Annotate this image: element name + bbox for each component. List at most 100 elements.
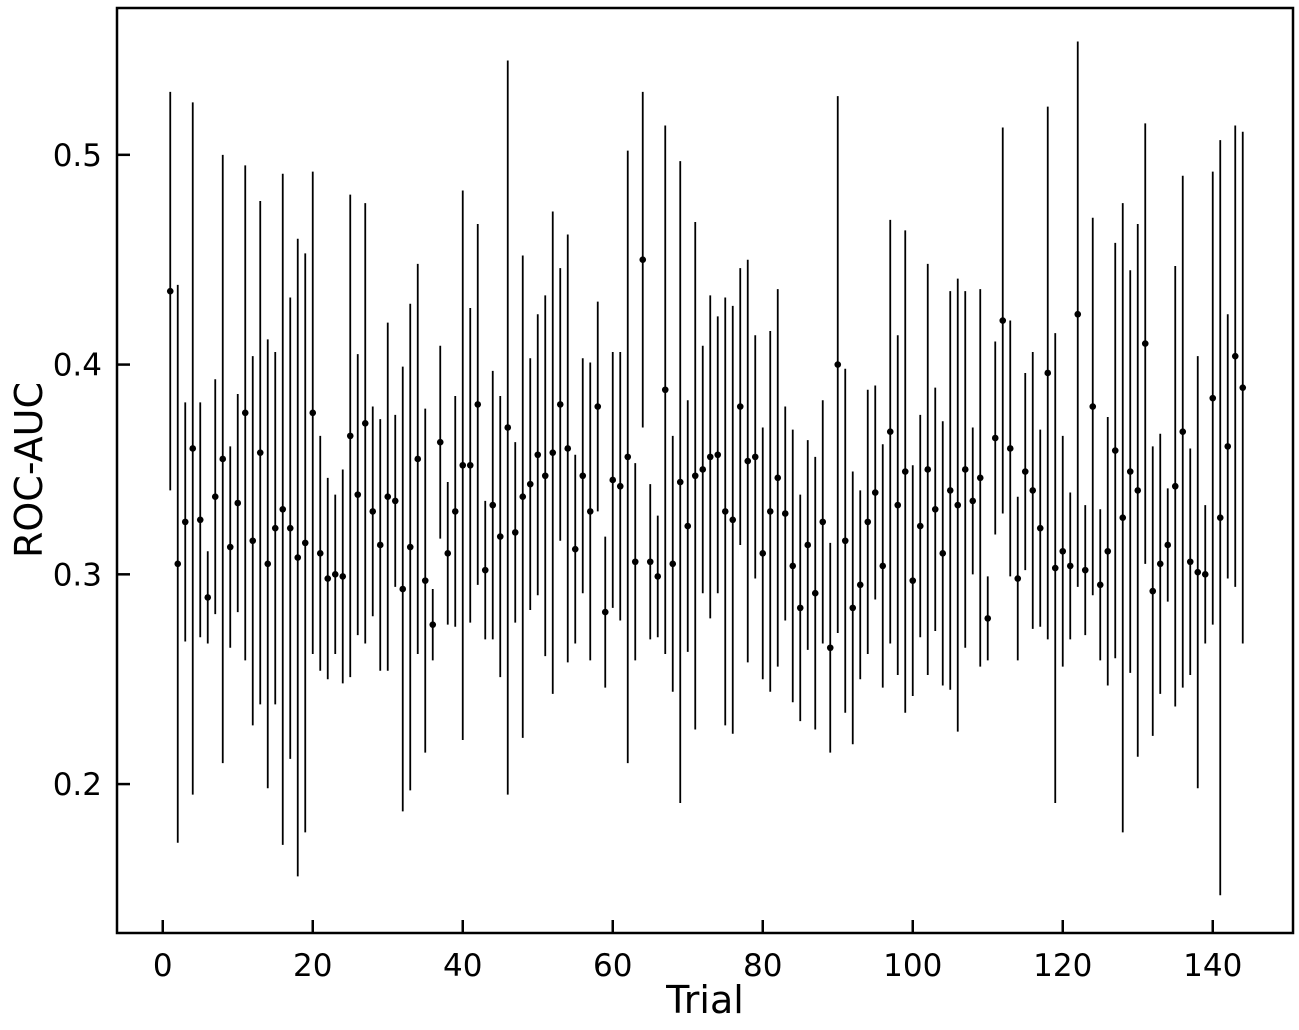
data-point bbox=[1111, 447, 1119, 454]
x-tick-label: 40 bbox=[443, 948, 482, 984]
data-point bbox=[781, 510, 789, 517]
data-point bbox=[759, 550, 767, 557]
data-point bbox=[429, 621, 437, 628]
data-point bbox=[361, 420, 369, 427]
data-point bbox=[436, 438, 444, 446]
data-point bbox=[556, 401, 564, 408]
data-point bbox=[1194, 568, 1202, 576]
y-tick-label: 0.4 bbox=[53, 348, 102, 384]
x-tick-label: 0 bbox=[153, 948, 173, 984]
data-point bbox=[789, 562, 797, 570]
data-point bbox=[999, 317, 1007, 324]
data-point bbox=[451, 508, 459, 515]
data-point bbox=[249, 537, 257, 545]
data-point bbox=[886, 428, 894, 435]
data-point bbox=[406, 543, 414, 551]
data-point bbox=[1104, 547, 1112, 555]
data-point bbox=[1239, 384, 1247, 391]
data-point bbox=[526, 480, 534, 488]
data-point bbox=[174, 560, 182, 568]
data-point bbox=[616, 482, 624, 490]
y-axis-title: ROC-AUC bbox=[7, 382, 51, 558]
data-point bbox=[1066, 562, 1074, 570]
data-point bbox=[909, 577, 917, 584]
data-point bbox=[1171, 482, 1179, 490]
data-point bbox=[946, 487, 954, 494]
data-point bbox=[504, 424, 512, 431]
data-point bbox=[316, 550, 324, 557]
data-point bbox=[354, 491, 362, 498]
x-tick-label: 60 bbox=[593, 948, 632, 984]
data-point bbox=[414, 455, 422, 463]
data-point bbox=[234, 499, 242, 507]
data-point bbox=[774, 474, 782, 482]
data-point bbox=[571, 545, 579, 553]
data-point bbox=[519, 493, 527, 501]
data-point bbox=[729, 516, 737, 524]
data-point bbox=[901, 468, 909, 475]
data-point bbox=[699, 466, 707, 473]
data-point bbox=[991, 434, 999, 442]
data-point bbox=[511, 529, 519, 536]
data-point bbox=[916, 522, 924, 530]
data-point bbox=[1014, 575, 1022, 582]
data-point bbox=[309, 409, 317, 417]
data-point bbox=[826, 644, 834, 652]
x-tick-label: 140 bbox=[1183, 948, 1242, 984]
data-point bbox=[211, 493, 219, 501]
data-point bbox=[984, 615, 992, 622]
data-point bbox=[969, 497, 977, 505]
data-point bbox=[324, 575, 332, 582]
data-point bbox=[676, 478, 684, 486]
data-point bbox=[339, 573, 347, 580]
data-point bbox=[961, 466, 969, 473]
data-point bbox=[1044, 369, 1052, 377]
y-tick-label: 0.2 bbox=[53, 767, 102, 803]
data-point bbox=[1156, 560, 1164, 568]
data-point bbox=[301, 539, 309, 547]
data-point bbox=[1164, 541, 1172, 549]
data-point bbox=[541, 472, 549, 480]
data-point bbox=[834, 361, 842, 368]
data-point bbox=[166, 287, 174, 295]
data-point bbox=[661, 386, 669, 394]
y-tick-label: 0.3 bbox=[53, 557, 102, 593]
data-point bbox=[279, 506, 287, 513]
data-point bbox=[1149, 587, 1157, 595]
data-point bbox=[609, 476, 617, 484]
y-tick-label: 0.5 bbox=[53, 138, 102, 174]
data-point bbox=[1036, 524, 1044, 532]
x-axis-tick-labels: 0 20 40 60 80 100 120 140 bbox=[153, 948, 1242, 984]
data-point bbox=[489, 501, 497, 509]
data-point bbox=[459, 461, 467, 469]
data-point bbox=[624, 453, 632, 461]
x-tick-label: 20 bbox=[293, 948, 332, 984]
data-point bbox=[346, 432, 354, 440]
x-tick-label: 120 bbox=[1033, 948, 1092, 984]
data-point bbox=[534, 451, 542, 459]
data-point bbox=[264, 560, 272, 568]
data-point bbox=[376, 541, 384, 549]
data-point bbox=[1051, 564, 1059, 572]
data-point bbox=[466, 461, 474, 469]
data-point bbox=[444, 550, 452, 557]
data-point bbox=[1209, 394, 1217, 402]
data-point bbox=[189, 445, 197, 452]
data-point bbox=[601, 608, 609, 616]
data-point bbox=[684, 522, 692, 530]
data-point bbox=[196, 516, 204, 524]
data-point bbox=[954, 501, 962, 509]
data-point bbox=[849, 604, 857, 612]
data-point bbox=[721, 508, 729, 515]
data-point bbox=[331, 571, 339, 578]
data-point bbox=[1096, 581, 1104, 589]
data-point bbox=[586, 508, 594, 515]
data-point bbox=[1216, 514, 1224, 521]
data-point bbox=[399, 585, 407, 593]
data-point bbox=[669, 560, 677, 568]
data-point bbox=[639, 256, 647, 264]
y-axis-tick-labels: 0.2 0.3 0.4 0.5 bbox=[53, 138, 102, 803]
x-axis-title: Trial bbox=[665, 978, 744, 1022]
data-point bbox=[654, 573, 662, 580]
